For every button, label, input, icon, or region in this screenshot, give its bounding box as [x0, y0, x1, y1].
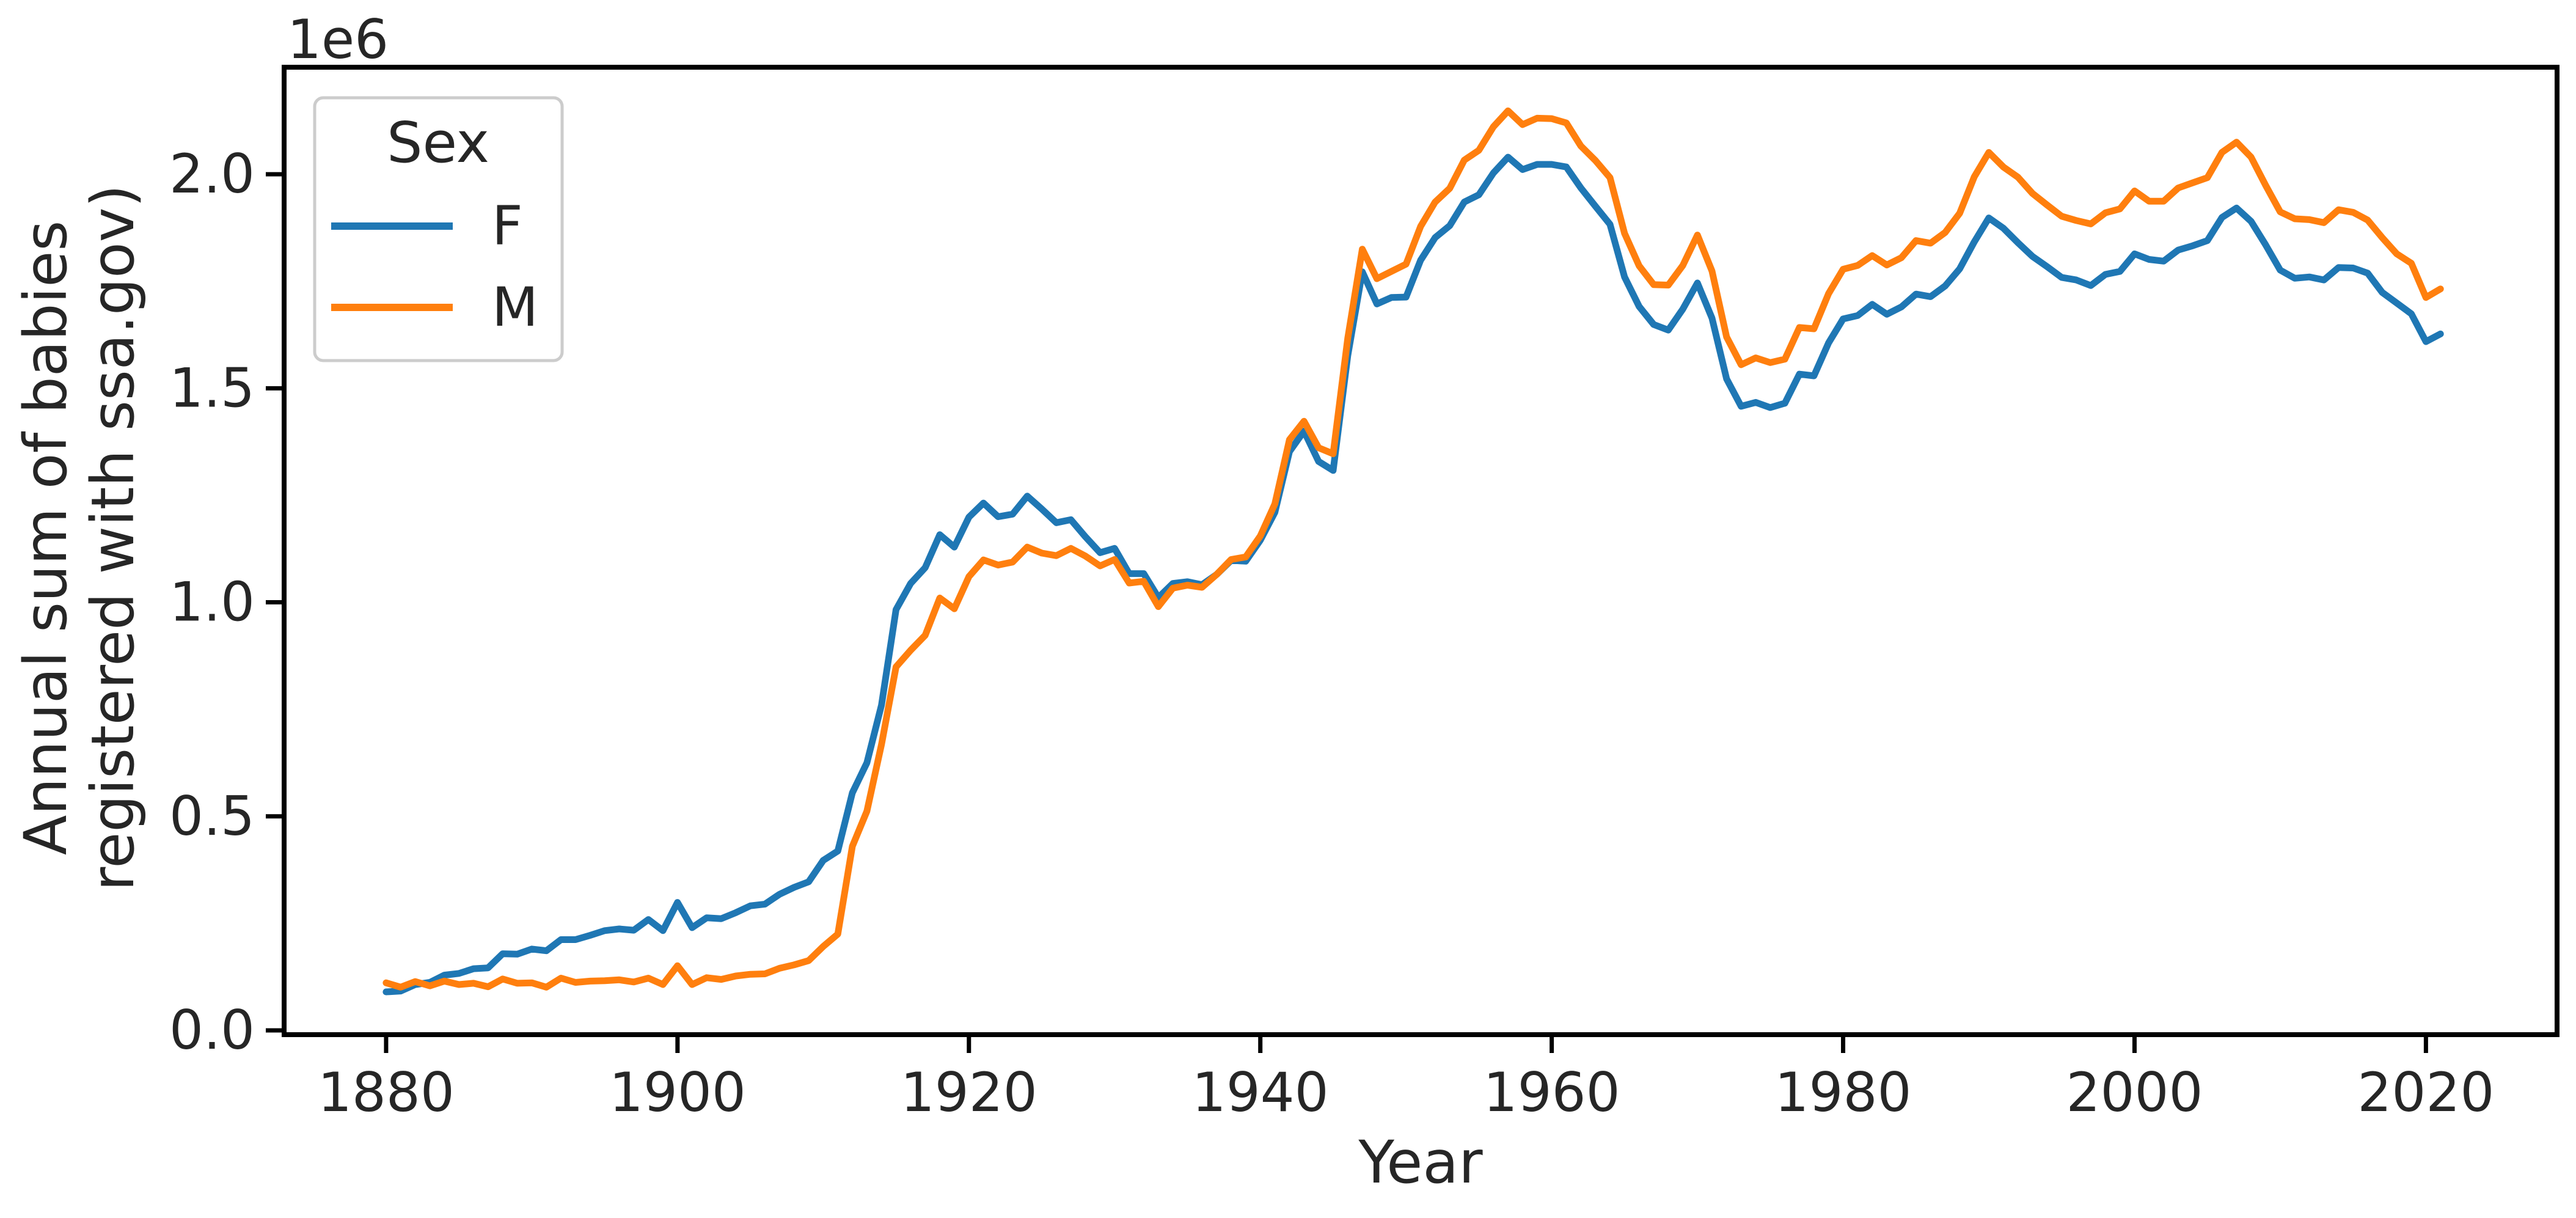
- legend-label-m: M: [492, 276, 538, 339]
- y-offset-label: 1e6: [287, 8, 389, 71]
- x-tick-label: 2000: [2066, 1061, 2203, 1124]
- x-tick-label: 2020: [2357, 1061, 2494, 1124]
- series-line-f: [382, 153, 2444, 996]
- legend-label-f: F: [492, 194, 523, 257]
- x-tick-label: 1980: [1775, 1061, 1912, 1124]
- y-axis-label-line-1: Annual sum of babies: [12, 221, 80, 856]
- x-tick-label: 1920: [901, 1061, 1037, 1124]
- plot-frame: [282, 65, 2560, 1037]
- y-tick-label: 1.5: [169, 356, 255, 419]
- x-tick-label: 1940: [1192, 1061, 1329, 1124]
- x-tick-label: 1900: [609, 1061, 746, 1124]
- x-axis-ticks: 1880 1900 1920 1940 1960 1980 2000 2020: [318, 1035, 2494, 1124]
- legend: Sex F M: [313, 96, 564, 362]
- y-axis-label-line-2: registered with ssa.gov): [79, 185, 147, 891]
- series-line-m: [382, 107, 2444, 991]
- legend-title: Sex: [387, 110, 489, 175]
- plot-lines: [382, 107, 2444, 996]
- y-tick-label: 2.0: [169, 142, 255, 205]
- x-tick-label: 1880: [318, 1061, 455, 1124]
- y-tick-label: 1.0: [169, 571, 255, 634]
- y-axis-ticks: 0.0 0.5 1.0 1.5 2.0: [169, 142, 284, 1062]
- y-tick-label: 0.5: [169, 785, 255, 848]
- x-tick-label: 1960: [1484, 1061, 1620, 1124]
- x-axis-label: Year: [1358, 1128, 1483, 1197]
- y-tick-label: 0.0: [169, 999, 255, 1062]
